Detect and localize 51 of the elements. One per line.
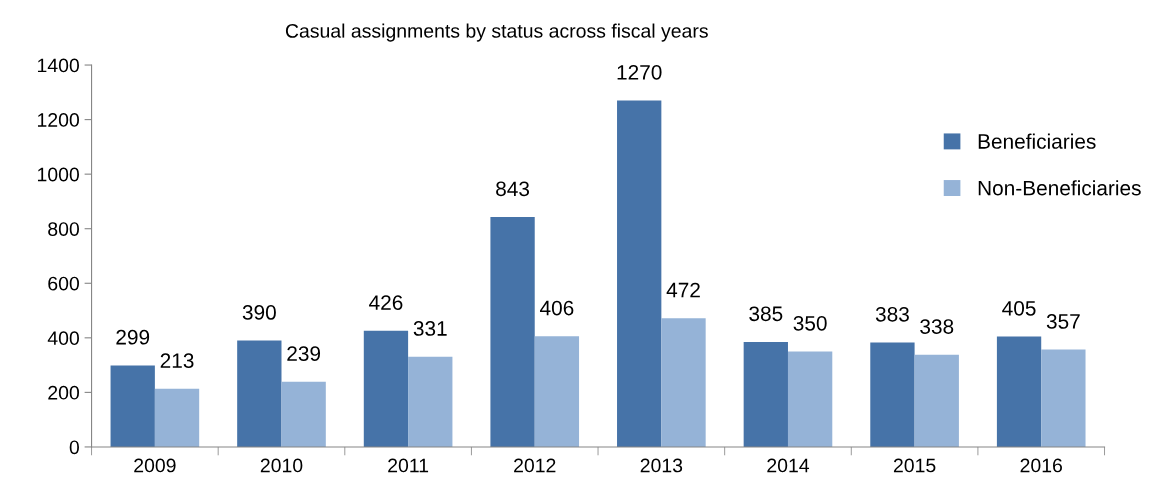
y-tick-label: 1200 xyxy=(37,113,79,127)
bar xyxy=(787,351,833,447)
data-label: 383 xyxy=(875,306,909,322)
y-tick-label: 600 xyxy=(48,276,79,291)
data-label: 350 xyxy=(793,315,827,331)
legend-label: Non-Beneficiaries xyxy=(978,180,1141,196)
y-tick-label: 0 xyxy=(69,440,79,455)
bar xyxy=(1041,349,1086,447)
x-tick-label: 2013 xyxy=(640,458,683,473)
bar xyxy=(110,365,155,447)
x-tick-label: 2010 xyxy=(260,458,303,473)
x-tick-label: 2014 xyxy=(767,458,810,473)
bar xyxy=(743,341,788,447)
y-tick-label: 1400 xyxy=(37,58,79,73)
bar xyxy=(281,381,326,447)
bar xyxy=(914,354,959,447)
bar xyxy=(617,100,662,447)
data-label: 1270 xyxy=(617,64,662,80)
chart-title: Casual assignments by status across fiscal years xyxy=(285,23,708,42)
data-label: 843 xyxy=(496,181,530,197)
legend-label: Beneficiaries xyxy=(978,133,1096,149)
bar xyxy=(870,342,915,447)
x-tick-label: 2009 xyxy=(134,458,176,473)
data-label: 338 xyxy=(920,319,954,334)
data-label: 239 xyxy=(287,346,321,361)
bar xyxy=(363,330,409,447)
data-label: 385 xyxy=(749,306,783,322)
bar xyxy=(490,216,535,447)
y-tick-label: 400 xyxy=(47,331,79,346)
x-tick-label: 2015 xyxy=(893,458,936,473)
x-tick-label: 2016 xyxy=(1020,458,1062,473)
bar xyxy=(408,356,453,447)
bar xyxy=(534,336,580,447)
data-label: 299 xyxy=(116,329,150,345)
data-label: 331 xyxy=(413,321,447,336)
bar xyxy=(237,340,282,447)
data-label: 406 xyxy=(539,300,574,316)
bar xyxy=(661,318,706,447)
y-tick-label: 800 xyxy=(48,222,79,236)
y-tick-label: 200 xyxy=(48,385,79,400)
data-label: 213 xyxy=(160,353,194,369)
data-label: 357 xyxy=(1046,314,1080,329)
bar xyxy=(154,388,200,447)
bar xyxy=(996,336,1042,447)
data-label: 390 xyxy=(242,305,276,320)
x-tick-label: 2011 xyxy=(388,458,429,473)
data-label: 405 xyxy=(1002,300,1036,316)
data-label: 426 xyxy=(369,295,403,310)
y-tick-label: 1000 xyxy=(37,167,79,182)
data-label: 472 xyxy=(666,282,700,298)
x-tick-label: 2012 xyxy=(514,458,556,473)
